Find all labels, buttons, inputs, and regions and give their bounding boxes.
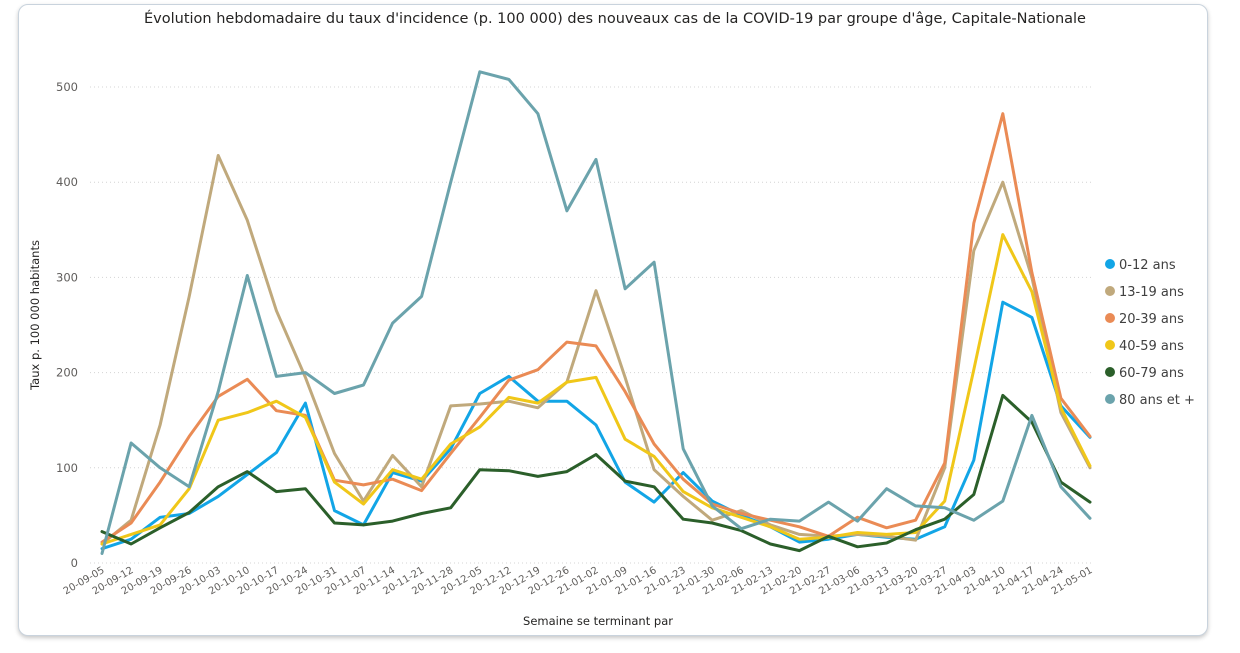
y-tick-label: 0	[71, 556, 78, 570]
chart-title: Évolution hebdomadaire du taux d'inciden…	[144, 10, 1086, 27]
legend-label[interactable]: 20-39 ans	[1119, 312, 1184, 327]
legend-marker	[1105, 259, 1115, 269]
x-axis-title: Semaine se terminant par	[523, 614, 673, 628]
legend-marker	[1105, 313, 1115, 323]
y-tick-label: 400	[56, 175, 78, 189]
legend-marker	[1105, 286, 1115, 296]
legend-label[interactable]: 60-79 ans	[1119, 366, 1184, 381]
series-line-2[interactable]	[100, 112, 1092, 544]
y-axis-ticks: 0 100 200 300 400 500	[56, 80, 78, 570]
y-tick-label: 100	[56, 461, 78, 475]
series-line-0[interactable]	[100, 300, 1092, 551]
series-lines	[100, 70, 1092, 555]
series-line-3[interactable]	[100, 233, 1092, 546]
y-axis-title: Taux p. 100 000 habitants	[28, 240, 42, 391]
legend-marker	[1105, 340, 1115, 350]
y-tick-label: 300	[56, 270, 78, 284]
legend-label[interactable]: 80 ans et +	[1119, 393, 1195, 408]
legend-marker	[1105, 394, 1115, 404]
legend-label[interactable]: 13-19 ans	[1119, 285, 1184, 300]
x-axis-ticks: 20-09-0520-09-1220-09-1920-09-2620-10-03…	[62, 565, 1095, 597]
gridlines	[90, 86, 1092, 564]
series-line-5[interactable]	[100, 70, 1092, 555]
legend-marker	[1105, 367, 1115, 377]
y-tick-label: 200	[56, 366, 78, 380]
series-line-1[interactable]	[100, 154, 1092, 546]
chart-card	[18, 4, 1208, 636]
legend-label[interactable]: 40-59 ans	[1119, 339, 1184, 354]
legend-label[interactable]: 0-12 ans	[1119, 258, 1176, 273]
y-tick-label: 500	[56, 80, 78, 94]
legend[interactable]: 0-12 ans 13-19 ans 20-39 ans 40-59 ans 60-79…	[1105, 258, 1195, 408]
series-line-4[interactable]	[100, 393, 1092, 553]
